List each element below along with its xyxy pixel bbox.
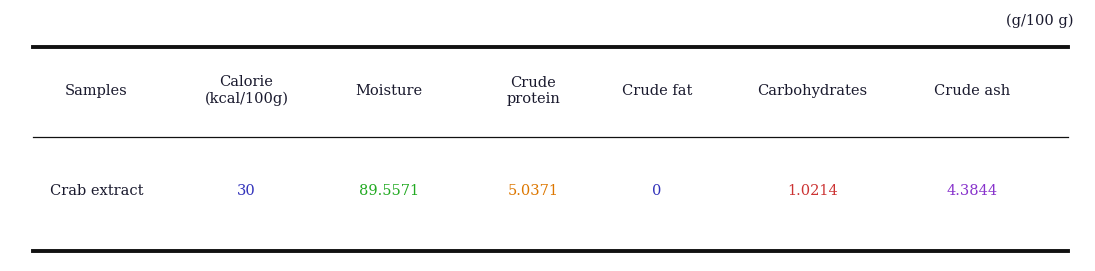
Text: 89.5571: 89.5571 [359,184,418,198]
Text: Moisture: Moisture [355,84,423,98]
Text: Calorie
(kcal/100g): Calorie (kcal/100g) [205,75,288,106]
Text: (g/100 g): (g/100 g) [1005,14,1073,28]
Text: Samples: Samples [65,84,128,98]
Text: Crude ash: Crude ash [934,84,1011,98]
Text: Carbohydrates: Carbohydrates [758,84,867,98]
Text: Crude
protein: Crude protein [506,76,561,106]
Text: Crab extract: Crab extract [49,184,143,198]
Text: 5.0371: 5.0371 [508,184,558,198]
Text: Crude fat: Crude fat [622,84,692,98]
Text: 4.3844: 4.3844 [947,184,998,198]
Text: 0: 0 [653,184,661,198]
Text: 30: 30 [237,184,256,198]
Text: 1.0214: 1.0214 [787,184,838,198]
